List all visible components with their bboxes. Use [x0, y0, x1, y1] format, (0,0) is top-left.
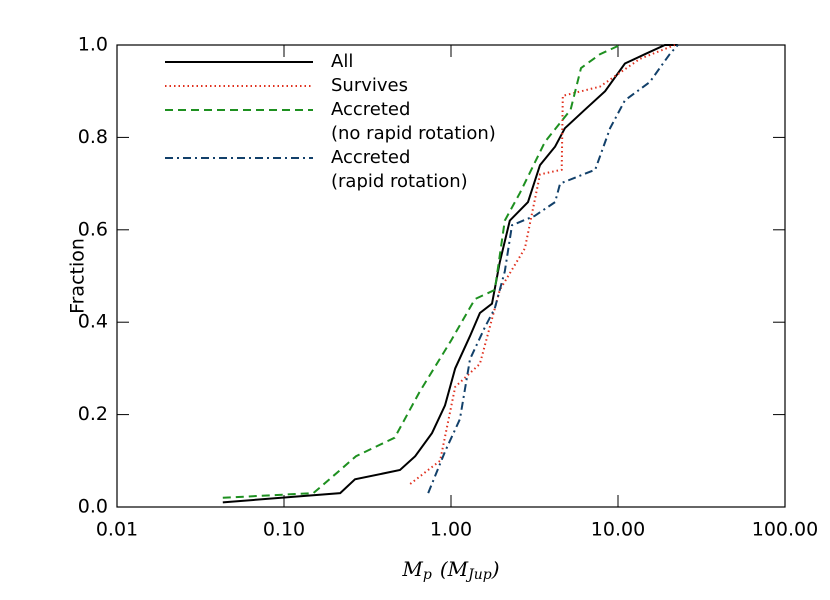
x-label-part: (M	[440, 557, 469, 581]
series-line	[427, 44, 679, 494]
series-line	[222, 44, 621, 499]
legend-entry: Accreted (no rapid rotation)	[165, 98, 496, 146]
x-label-part: )	[491, 557, 500, 581]
legend-swatch	[165, 157, 313, 159]
x-tick-label: 1.00	[430, 519, 472, 541]
y-tick-label: 0.0	[78, 496, 108, 518]
legend-swatch	[165, 61, 313, 63]
legend-entry: All	[165, 50, 496, 74]
legend-label: Accreted (no rapid rotation)	[331, 99, 496, 144]
legend-label: Survives	[331, 75, 408, 96]
x-label-part: Jup	[465, 567, 492, 583]
legend: All Survives Accreted (no rapid rotation) A…	[165, 50, 496, 194]
legend-entry: Survives	[165, 74, 496, 98]
legend-swatch	[165, 109, 313, 111]
x-tick-label: 0.01	[96, 519, 138, 541]
legend-label: All	[331, 51, 354, 72]
x-label-part: M	[401, 557, 423, 581]
legend-label: Accreted (rapid rotation)	[331, 147, 468, 192]
legend-entry: Accreted (rapid rotation)	[165, 146, 496, 194]
y-tick-label: 0.2	[78, 403, 108, 425]
x-label-part: p	[423, 567, 432, 583]
y-tick-label: 0.6	[78, 218, 108, 240]
y-tick-label: 1.0	[78, 34, 108, 56]
y-tick-label: 0.4	[78, 311, 108, 333]
x-tick-label: 10.00	[591, 519, 645, 541]
y-tick-label: 0.8	[78, 126, 108, 148]
series-line	[222, 44, 678, 504]
x-tick-label: 0.10	[263, 519, 305, 541]
legend-swatch	[165, 85, 313, 87]
x-axis-label: Mp (MJup)	[401, 557, 499, 584]
y-axis-label: Fraction	[67, 238, 89, 314]
x-tick-label: 100.00	[752, 519, 818, 541]
